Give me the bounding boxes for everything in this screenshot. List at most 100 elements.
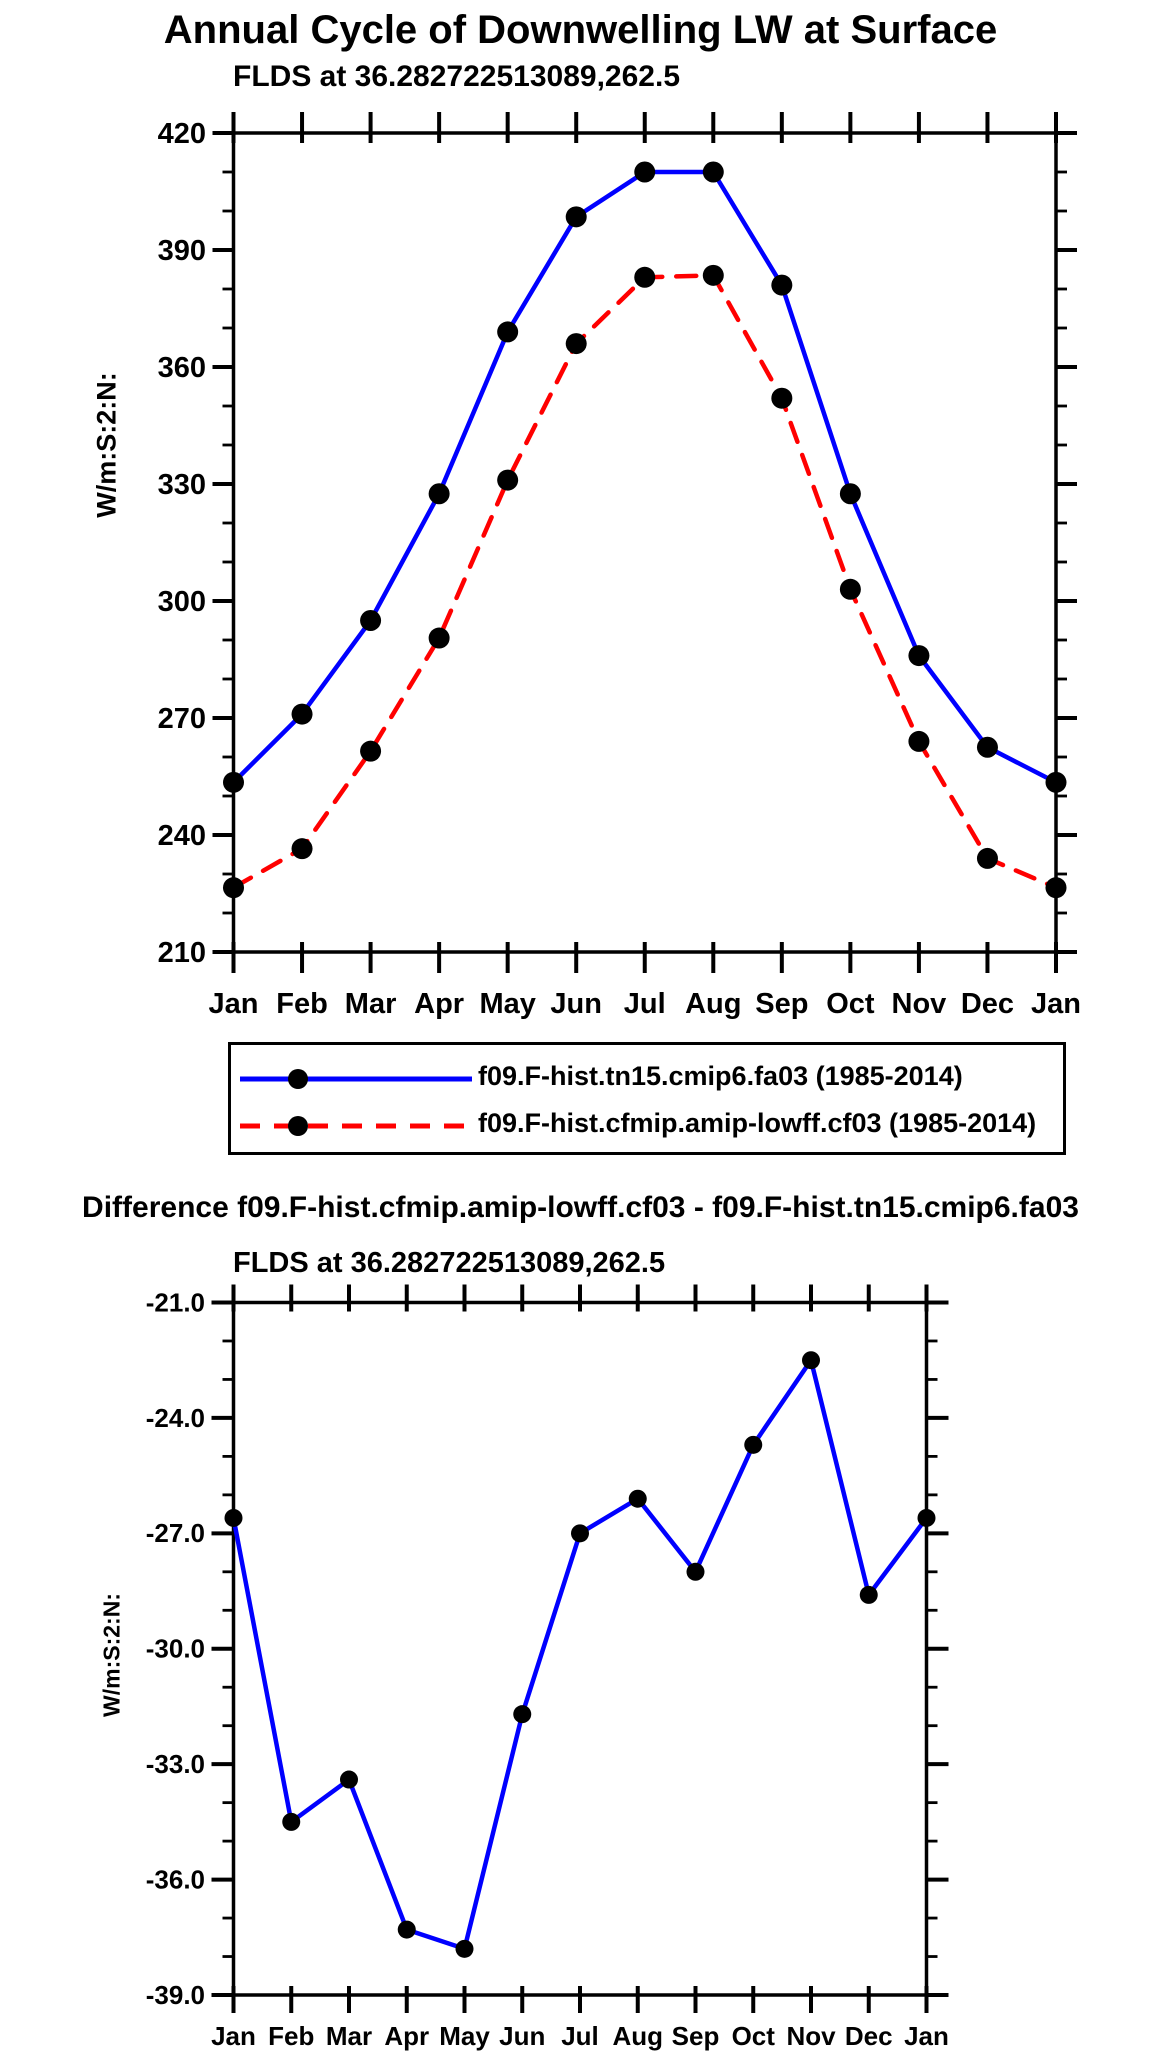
data-point	[917, 1508, 936, 1527]
series-line	[231, 169, 1059, 785]
data-point	[908, 645, 930, 667]
data-point	[976, 847, 998, 869]
y-tick-label: -21.0	[146, 1287, 205, 1317]
chart2-title: Difference f09.F-hist.cfmip.amip-lowff.c…	[82, 1191, 1079, 1224]
x-tick-label: Aug	[685, 988, 741, 1020]
y-tick-label: 270	[158, 703, 206, 735]
data-point	[839, 483, 861, 505]
x-tick-label: Jan	[209, 988, 259, 1020]
legend-label-1: f09.F-hist.tn15.cmip6.fa03 (1985-2014)	[478, 1061, 963, 1091]
chart1-subtitle: FLDS at 36.282722513089,262.5	[233, 60, 680, 93]
x-tick-label: Jul	[624, 988, 666, 1020]
x-tick-label: Jan	[1031, 988, 1081, 1020]
legend-entry-2: f09.F-hist.cfmip.amip-lowff.cf03 (1985-2…	[231, 1106, 1063, 1146]
data-point	[497, 469, 519, 491]
data-point	[634, 161, 656, 183]
x-tick-label: Oct	[732, 2021, 776, 2051]
data-point	[360, 740, 382, 762]
plot-frame	[231, 131, 1058, 954]
y-tick-label: 330	[158, 469, 206, 501]
data-point	[513, 1705, 532, 1724]
legend-entry-1: f09.F-hist.tn15.cmip6.fa03 (1985-2014)	[231, 1059, 1063, 1099]
y-tick-label: -36.0	[146, 1864, 205, 1894]
x-tick-label: Jul	[561, 2021, 599, 2051]
data-point	[976, 736, 998, 758]
x-tick-label: Dec	[961, 988, 1014, 1020]
data-point	[859, 1585, 878, 1604]
legend-sample-marker	[288, 1116, 308, 1136]
data-point	[702, 161, 724, 183]
data-point	[1045, 877, 1067, 899]
x-tick-label: Jan	[904, 2021, 949, 2051]
y-tick-label: -33.0	[146, 1749, 205, 1779]
chart2-y-axis-title: W/m:S:2:N:	[98, 1593, 125, 1717]
data-point	[340, 1770, 358, 1789]
data-point	[497, 321, 519, 343]
y-tick-label: -27.0	[146, 1518, 205, 1548]
x-tick-label: Sep	[755, 988, 808, 1020]
data-point	[1045, 771, 1067, 793]
legend: f09.F-hist.tn15.cmip6.fa03 (1985-2014) f…	[228, 1042, 1066, 1155]
y-tick-label: 300	[158, 586, 206, 618]
x-tick-label: Nov	[892, 988, 947, 1020]
y-tick-label: 210	[158, 937, 206, 969]
y-tick-label: -30.0	[146, 1634, 205, 1664]
x-tick-label: Mar	[345, 988, 397, 1020]
series-line	[231, 1357, 929, 1952]
x-tick-label: Jun	[550, 988, 602, 1020]
x-tick-label: Mar	[326, 2021, 372, 2051]
x-tick-label: Aug	[612, 2021, 663, 2051]
x-tick-label: May	[479, 988, 535, 1020]
x-tick-label: Sep	[672, 2021, 720, 2051]
legend-line-sample-blue	[240, 1069, 472, 1089]
data-point	[397, 1920, 416, 1939]
data-point	[223, 771, 244, 793]
data-point	[291, 703, 313, 725]
x-tick-label: Feb	[276, 988, 328, 1020]
data-point	[224, 1508, 243, 1527]
data-point	[686, 1562, 705, 1581]
y-tick-label: 420	[158, 118, 206, 150]
x-tick-label: Jan	[211, 2021, 256, 2051]
x-tick-label: Feb	[268, 2021, 314, 2051]
chart1-title: Annual Cycle of Downwelling LW at Surfac…	[163, 8, 998, 52]
data-point	[428, 627, 450, 649]
data-point	[634, 266, 656, 288]
data-point	[291, 838, 313, 860]
data-point	[628, 1489, 647, 1508]
data-point	[908, 730, 930, 752]
data-point	[360, 610, 382, 631]
y-tick-label: -39.0	[146, 1980, 205, 2010]
legend-sample-marker	[288, 1069, 308, 1089]
legend-label-2: f09.F-hist.cfmip.amip-lowff.cf03 (1985-2…	[478, 1108, 1037, 1138]
data-point	[223, 877, 244, 899]
y-tick-label: -24.0	[146, 1403, 205, 1433]
x-tick-label: Apr	[384, 2021, 429, 2051]
data-point	[565, 333, 587, 355]
data-point	[455, 1939, 474, 1958]
x-tick-label: Apr	[414, 988, 464, 1020]
data-point	[802, 1351, 820, 1370]
y-tick-label: 360	[158, 352, 206, 384]
data-point	[839, 578, 861, 600]
chart-1: 210 240 270 300 330 360 390 420 Jan Feb Mar Apr May J…	[158, 112, 1081, 1020]
x-tick-label: Oct	[826, 988, 875, 1020]
x-tick-label: Jun	[499, 2021, 545, 2051]
x-tick-label: Nov	[786, 2021, 836, 2051]
y-tick-label: 390	[158, 235, 206, 267]
legend-line-sample-red	[240, 1116, 472, 1136]
data-point	[702, 264, 724, 286]
chart2-subtitle: FLDS at 36.282722513089,262.5	[233, 1247, 666, 1279]
data-point	[771, 274, 793, 296]
series-line	[231, 273, 1059, 890]
x-tick-label: May	[439, 2021, 490, 2051]
data-point	[565, 206, 587, 228]
x-tick-label: Dec	[845, 2021, 893, 2051]
y-tick-label: 240	[158, 820, 206, 852]
data-point	[771, 387, 793, 409]
data-point	[428, 483, 450, 505]
data-point	[744, 1435, 763, 1454]
